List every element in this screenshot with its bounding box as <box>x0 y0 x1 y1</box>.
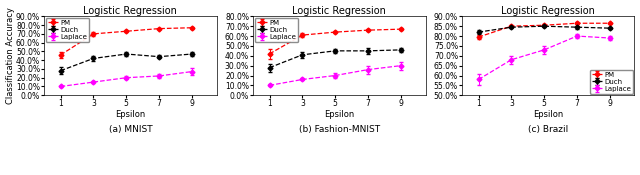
Legend: PM, Duch, Laplace: PM, Duch, Laplace <box>45 18 89 42</box>
X-axis label: Epsilon: Epsilon <box>115 110 145 119</box>
Title: Logistic Regression: Logistic Regression <box>292 6 387 16</box>
Legend: PM, Duch, Laplace: PM, Duch, Laplace <box>589 70 633 94</box>
X-axis label: Epsilon: Epsilon <box>324 110 355 119</box>
Title: Logistic Regression: Logistic Regression <box>83 6 177 16</box>
Text: (c) Brazil: (c) Brazil <box>528 125 568 134</box>
Title: Logistic Regression: Logistic Regression <box>501 6 595 16</box>
Text: (b) Fashion-MNIST: (b) Fashion-MNIST <box>299 125 380 134</box>
Legend: PM, Duch, Laplace: PM, Duch, Laplace <box>255 18 298 42</box>
Text: (a) MNIST: (a) MNIST <box>109 125 152 134</box>
X-axis label: Epsilon: Epsilon <box>533 110 563 119</box>
Y-axis label: Classification Accuracy: Classification Accuracy <box>6 7 15 104</box>
